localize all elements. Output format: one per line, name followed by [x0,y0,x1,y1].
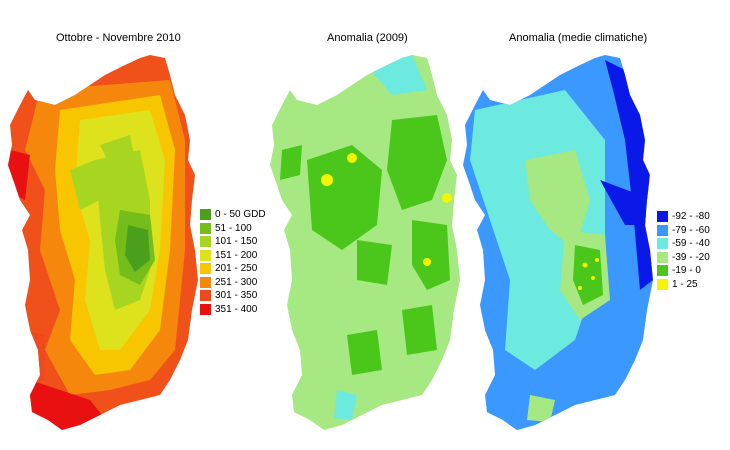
legend-swatch [200,222,211,234]
legend-anomaly-item: 1 - 25 [657,278,710,292]
legend-label: -79 - -60 [672,224,710,236]
legend-label: 201 - 250 [215,263,258,275]
legend-gdd-item: 151 - 200 [200,249,266,263]
legend-label: 101 - 150 [215,236,258,248]
legend-swatch [657,265,668,277]
legend-swatch [657,211,668,223]
legend-gdd-item: 51 - 100 [200,222,266,236]
legend-label: 251 - 300 [215,276,258,288]
anomaly-climate-map-fill [463,55,653,430]
legend-swatch [200,276,211,288]
legend-swatch [657,251,668,263]
legend-swatch [657,278,668,290]
legend-label: -59 - -40 [672,238,710,250]
legend-gdd-item: 101 - 150 [200,235,266,249]
sardinia-gdd-map [8,55,198,430]
legend-gdd-item: 351 - 400 [200,303,266,317]
anomaly-2009-map-fill [270,55,460,430]
legend-swatch [200,236,211,248]
legend-gdd-item: 301 - 350 [200,289,266,303]
map-title-anomaly-climate: Anomalia (medie climatiche) [509,32,648,44]
legend-label: 51 - 100 [215,222,252,234]
legend-gdd-item: 201 - 250 [200,262,266,276]
legend-label: -39 - -20 [672,251,710,263]
legend-label: 351 - 400 [215,303,258,315]
legend-anomaly: -92 - -80 -79 - -60 -59 - -40 -39 - -20 … [657,210,710,291]
sardinia-anomaly-2009-map [270,55,460,430]
legend-gdd-item: 251 - 300 [200,276,266,290]
legend-label: 301 - 350 [215,290,258,302]
legend-gdd: 0 - 50 GDD 51 - 100 101 - 150 151 - 200 … [200,208,266,316]
map-title-anomaly-2009: Anomalia (2009) [327,32,408,44]
legend-label: 151 - 200 [215,249,258,261]
legend-swatch [200,303,211,315]
legend-label: -19 - 0 [672,265,701,277]
legend-anomaly-item: -79 - -60 [657,224,710,238]
legend-anomaly-item: -59 - -40 [657,237,710,251]
legend-swatch [200,249,211,261]
map-title-gdd: Ottobre - Novembre 2010 [56,32,181,44]
sardinia-anomaly-climate-map [463,55,653,430]
legend-anomaly-item: -39 - -20 [657,251,710,265]
legend-label: 0 - 50 GDD [215,209,266,221]
legend-label: 1 - 25 [672,278,698,290]
legend-swatch [657,224,668,236]
legend-anomaly-item: -92 - -80 [657,210,710,224]
legend-label: -92 - -80 [672,211,710,223]
legend-swatch [657,238,668,250]
legend-swatch [200,263,211,275]
legend-anomaly-item: -19 - 0 [657,264,710,278]
gdd-map-fill [8,55,198,430]
legend-swatch [200,290,211,302]
legend-gdd-item: 0 - 50 GDD [200,208,266,222]
legend-swatch [200,209,211,221]
